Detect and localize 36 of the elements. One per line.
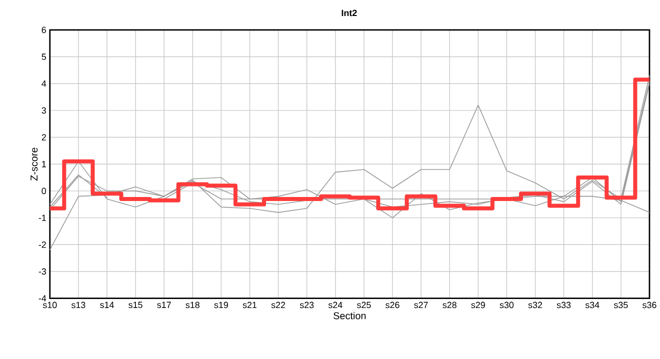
- x-tick-label: s28: [442, 302, 456, 308]
- x-tick-label: s19: [214, 302, 228, 308]
- x-tick-label: s22: [271, 302, 286, 308]
- x-tick-label: s24: [328, 302, 342, 308]
- y-tick-label: -4: [38, 295, 46, 302]
- x-tick-label: s35: [614, 302, 628, 308]
- x-tick-label: s18: [186, 302, 200, 308]
- y-tick-label: -1: [38, 214, 46, 221]
- x-tick-label: s36: [642, 302, 656, 308]
- x-tick-label: s10: [42, 302, 57, 308]
- y-tick-label: 0: [42, 188, 46, 194]
- x-tick-label: s23: [300, 302, 314, 308]
- x-tick-label: s21: [242, 302, 257, 308]
- y-tick-label: 4: [42, 80, 46, 87]
- y-tick-label: -2: [38, 241, 46, 248]
- x-tick-label: s29: [471, 302, 485, 308]
- x-tick-label: s33: [556, 302, 571, 308]
- x-tick-label: s30: [500, 302, 514, 308]
- x-tick-label: s17: [157, 302, 171, 308]
- x-axis-title: Section: [334, 312, 366, 320]
- y-tick-label: 5: [42, 54, 46, 60]
- x-tick-label: s32: [528, 302, 542, 308]
- x-tick-label: s26: [386, 302, 400, 308]
- y-axis-title: Z-score: [30, 148, 38, 181]
- y-tick-label: 3: [42, 107, 46, 114]
- x-tick-label: s25: [357, 302, 371, 308]
- y-tick-label: 1: [42, 160, 46, 168]
- y-tick-label: 6: [42, 26, 46, 34]
- y-tick-label: 2: [42, 134, 46, 140]
- x-tick-label: s27: [414, 302, 428, 308]
- x-tick-label: s34: [585, 302, 600, 308]
- x-tick-label: s13: [71, 302, 86, 308]
- x-tick-label: s14: [100, 302, 114, 308]
- y-tick-label: -3: [38, 268, 46, 275]
- x-tick-label: s15: [128, 302, 142, 308]
- chart-title: Int2: [342, 10, 357, 16]
